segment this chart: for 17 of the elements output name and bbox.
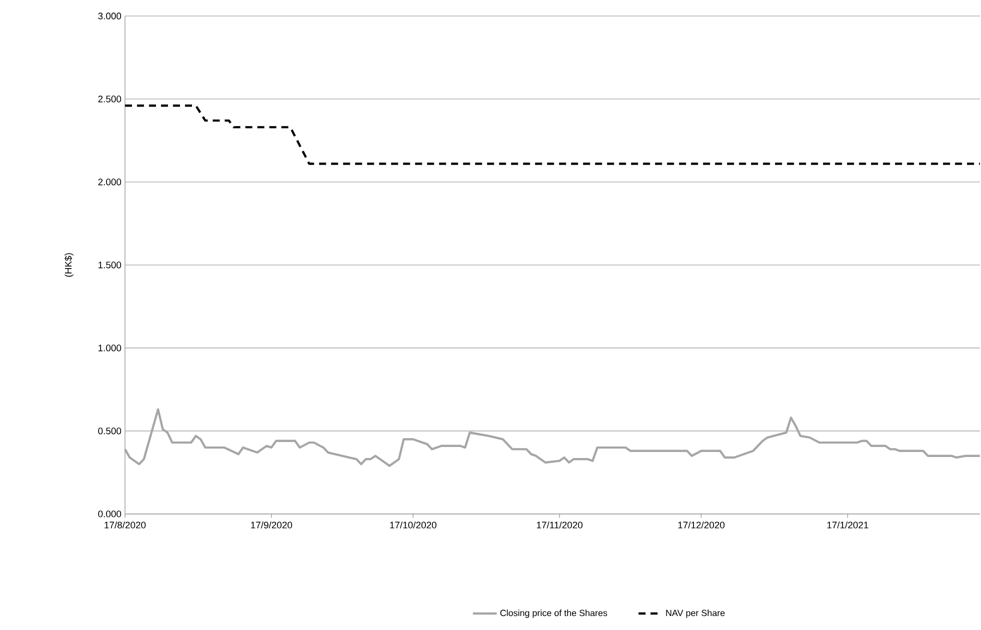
y-tick-label: 2.000 (98, 178, 122, 186)
y-tick-label: 2.500 (98, 96, 122, 102)
x-tick-label: 17/9/2020 (251, 521, 292, 528)
y-tick-label: 0.500 (98, 428, 122, 434)
x-tick-label: 17/11/2020 (536, 521, 582, 528)
y-tick-label: 0.000 (98, 510, 122, 518)
line-series (124, 104, 981, 165)
y-tick-label: 3.000 (98, 12, 122, 20)
y-tick-label: 1.500 (98, 262, 122, 268)
y-axis-title: (HK$) (64, 253, 74, 277)
legend-label: Closing price of the Shares (500, 610, 608, 618)
x-tick-label: 17/8/2020 (104, 521, 146, 528)
x-tick-label: 17/1/2021 (827, 521, 868, 528)
x-tick-label: 17/10/2020 (390, 521, 436, 528)
legend-label: NAV per Share (666, 610, 725, 618)
y-tick-label: 1.000 (98, 344, 122, 352)
x-tick-label: 17/12/2020 (678, 521, 725, 528)
